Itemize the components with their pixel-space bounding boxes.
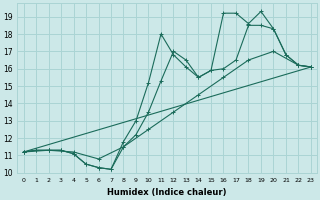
X-axis label: Humidex (Indice chaleur): Humidex (Indice chaleur): [108, 188, 227, 197]
